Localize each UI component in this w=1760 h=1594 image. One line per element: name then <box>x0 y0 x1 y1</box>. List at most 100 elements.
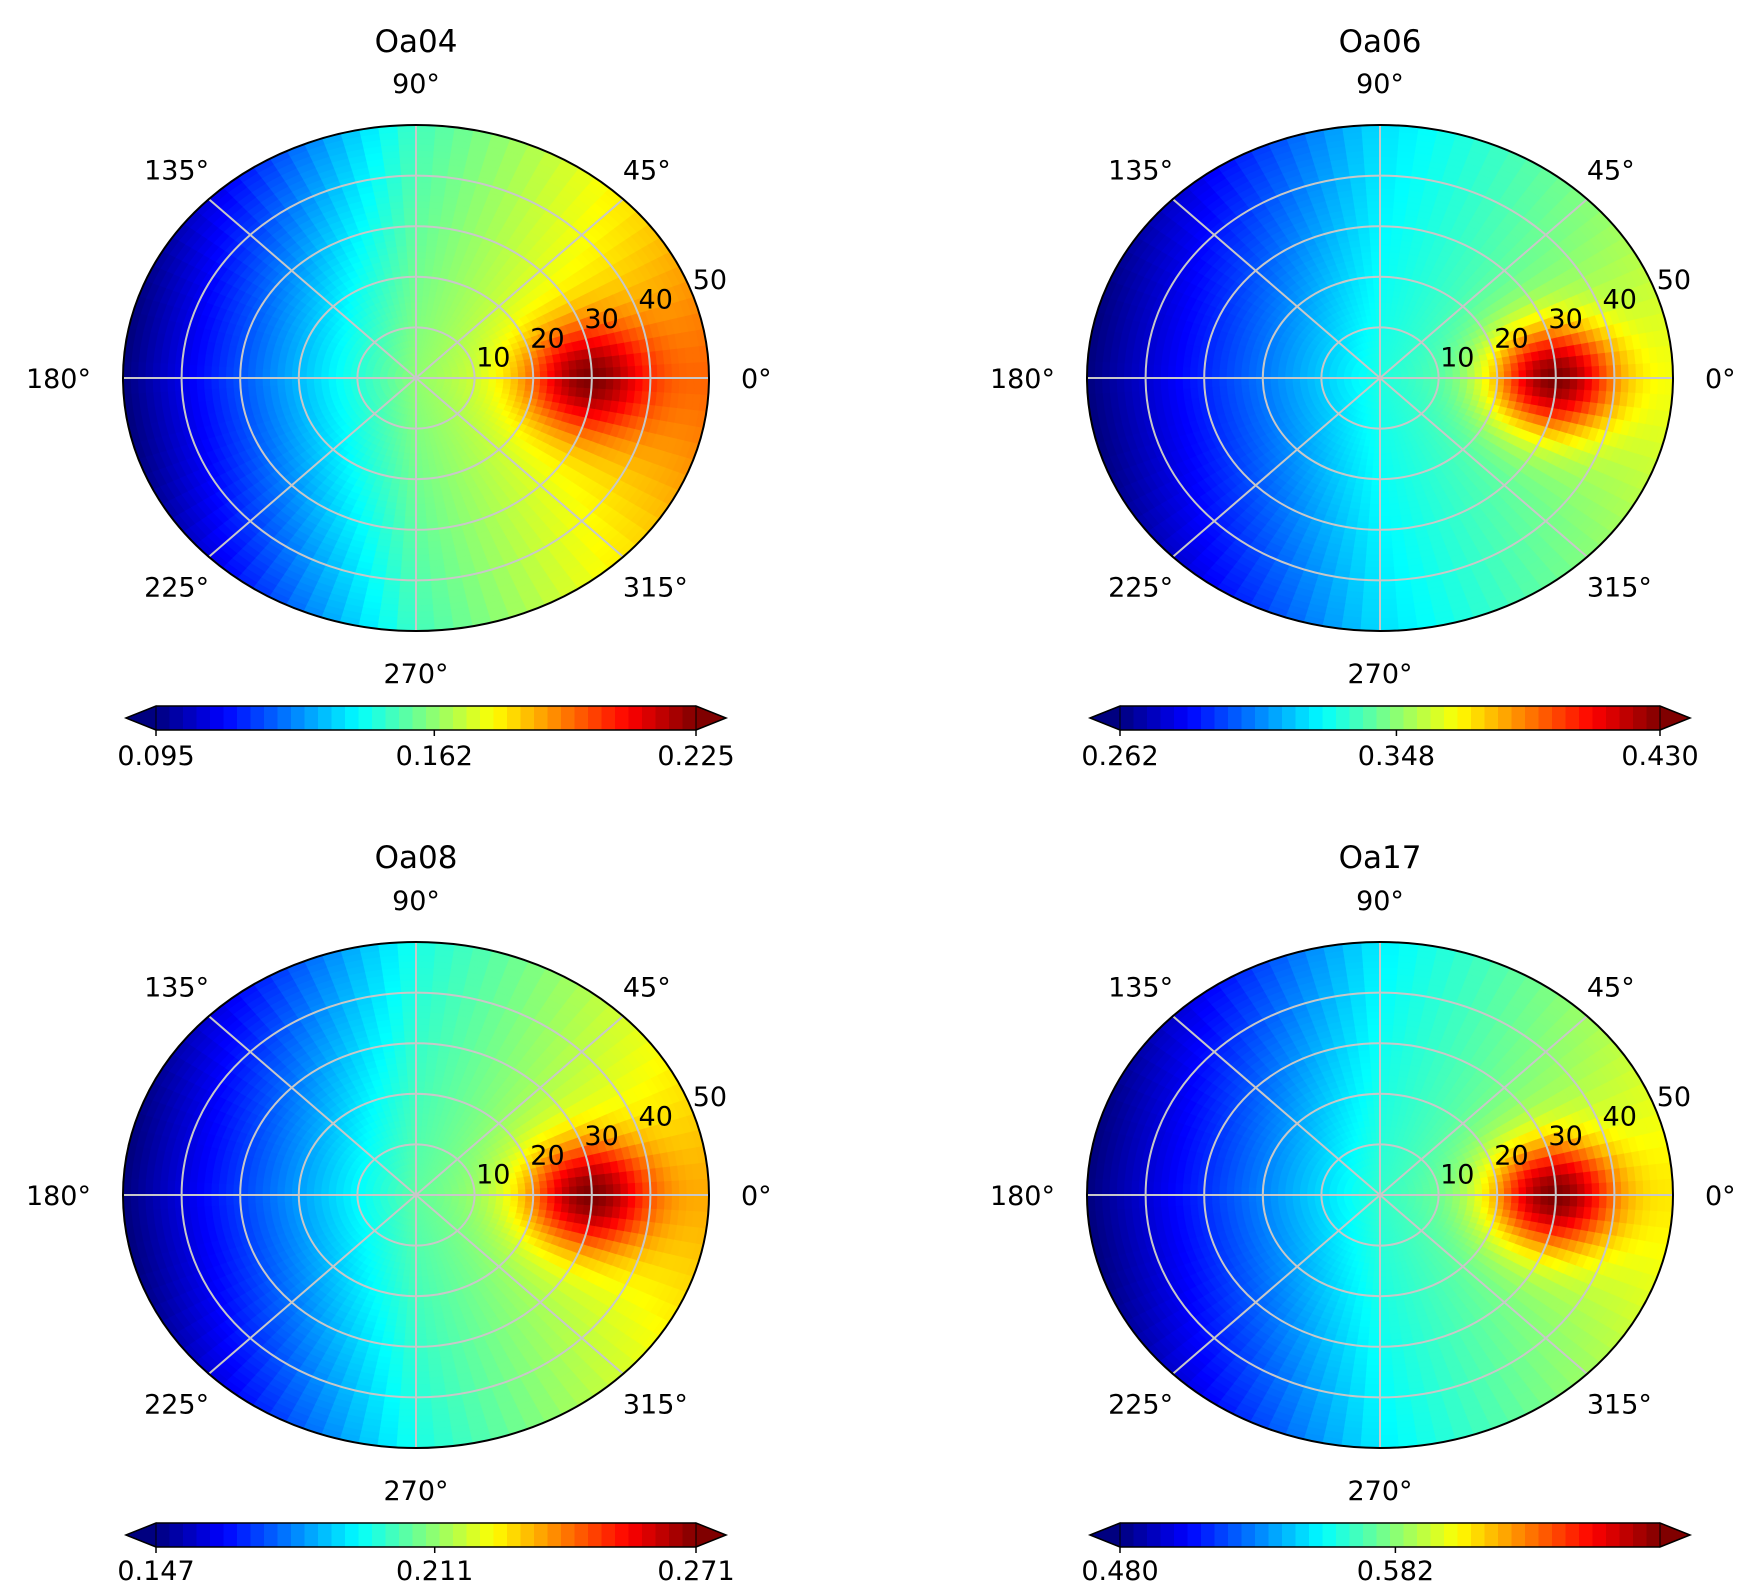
field-cell <box>400 181 417 190</box>
field-cell <box>517 383 527 391</box>
colorbar-segment <box>426 706 441 730</box>
angle-label: 225° <box>144 573 209 604</box>
colorbar-segment <box>358 706 373 730</box>
field-cell <box>402 541 417 550</box>
radial-tick-label: 50 <box>693 265 727 296</box>
colorbar-segment <box>439 706 454 730</box>
field-cell <box>401 465 410 474</box>
field-cell <box>415 510 427 518</box>
field-cell <box>151 362 161 379</box>
radial-tick-label: 10 <box>476 343 510 374</box>
colorbar-segment <box>169 706 184 730</box>
field-cell <box>276 369 285 379</box>
field-cell <box>159 377 168 393</box>
radial-tick-label: 40 <box>639 285 673 316</box>
field-cell <box>656 377 666 393</box>
colorbar-segment <box>237 706 252 730</box>
colorbar-segment <box>601 706 616 730</box>
field-cell <box>404 446 412 455</box>
field-cell <box>415 263 426 272</box>
field-cell <box>502 382 512 390</box>
field-cell <box>217 366 227 379</box>
field-cell <box>415 149 434 158</box>
field-cell <box>1384 308 1391 316</box>
field-cell <box>420 308 427 316</box>
field-cell <box>399 585 417 594</box>
field-cell <box>247 377 256 388</box>
field-cell <box>397 137 417 145</box>
field-cell <box>539 370 549 379</box>
field-cell <box>678 362 688 379</box>
field-cell <box>693 377 703 395</box>
field-cell <box>327 367 337 374</box>
field-cell <box>620 365 629 379</box>
colorbar-segment <box>331 706 346 730</box>
colorbar-segment <box>628 706 643 730</box>
field-cell <box>671 377 681 394</box>
field-cell <box>404 516 417 524</box>
colorbar-segment <box>466 706 481 730</box>
angle-label: 270° <box>383 659 448 690</box>
field-cell <box>671 362 681 379</box>
field-cell <box>144 377 154 394</box>
field-cell <box>686 377 695 395</box>
field-cell <box>423 484 434 493</box>
colorbar-segment <box>655 706 670 730</box>
field-cell <box>569 368 578 379</box>
field-cell <box>415 194 431 202</box>
colorbar-extend-max <box>695 705 728 731</box>
field-cell <box>415 206 430 215</box>
field-cell <box>415 503 427 512</box>
field-cell <box>401 187 417 196</box>
colorbar-tick-label: 0.095 <box>117 741 194 772</box>
field-cell <box>405 244 417 253</box>
field-cell <box>397 490 408 499</box>
field-cell <box>553 385 563 395</box>
field-cell <box>415 244 427 253</box>
polar-panel: 10203040500°45°90°135°180°225°270°315°Oa… <box>990 24 1736 772</box>
field-cell <box>415 592 434 600</box>
colorbar-tick-label: 0.162 <box>396 741 473 772</box>
field-cell <box>406 263 417 272</box>
field-cell <box>261 368 271 379</box>
field-cell <box>605 377 615 390</box>
colorbar-extend-min <box>124 705 157 731</box>
field-cell <box>398 156 417 164</box>
field-cell <box>405 238 417 246</box>
field-cell <box>405 510 417 518</box>
field-cell <box>129 361 139 379</box>
colorbar-segment <box>291 706 306 730</box>
colorbar: 0.095 0.162 0.225 <box>117 705 735 772</box>
field-cell <box>203 377 212 391</box>
colorbar-segment <box>480 706 495 730</box>
field-cell <box>188 364 198 379</box>
colorbar-segment <box>669 706 684 730</box>
field-cell <box>415 547 430 556</box>
field-cell <box>553 361 563 371</box>
angle-label: 180° <box>26 364 91 395</box>
colorbar-segment <box>615 706 630 730</box>
field-cell <box>262 360 272 371</box>
field-cell <box>415 156 434 164</box>
field-cell <box>269 385 279 395</box>
field-cell <box>283 362 293 372</box>
field-cell <box>415 238 427 246</box>
field-cell <box>415 213 429 221</box>
colorbar-segment <box>345 706 360 730</box>
field-cell <box>421 295 429 304</box>
field-cell <box>276 361 286 371</box>
field-cell <box>399 162 417 171</box>
colorbar-segment <box>534 706 549 730</box>
field-cell <box>276 385 286 395</box>
field-cell <box>415 585 433 594</box>
field-cell <box>678 377 688 394</box>
field-cell <box>405 251 417 259</box>
field-cell <box>401 554 417 562</box>
field-cell <box>195 365 205 379</box>
colorbar-segment <box>588 706 603 730</box>
field-cell <box>423 263 434 272</box>
field-cell <box>398 598 417 607</box>
field-cell <box>598 377 607 390</box>
field-cell <box>320 366 330 374</box>
field-cell <box>254 377 263 388</box>
